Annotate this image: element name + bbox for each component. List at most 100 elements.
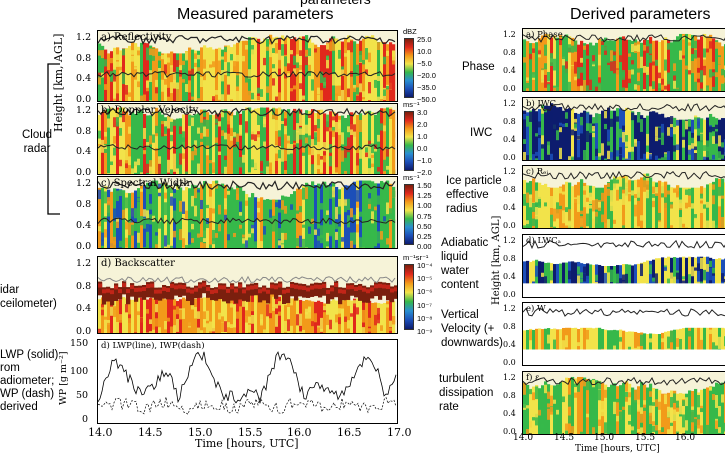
lwp-ylabel: WP [g m⁻²] [58,351,69,405]
derived-panel-title-2: b) IWC [526,99,556,109]
colorbar-tick-3-2: 1.00 [417,201,432,210]
derived-ytick-3-0: 0.0 [503,221,516,230]
lwp-ytick-0: 0 [82,414,88,425]
colorbar-tick-4-1: 10⁻⁵ [417,274,432,283]
measured-panel-title-1: a) Reflectivity [101,32,171,43]
lwp-panel: d) LWP(line), IWP(dash) [97,339,398,424]
measured-ytick-1-3: 1.2 [76,32,91,43]
measured-xtick-0: 14.0 [88,426,113,439]
lwp-label-3: adiometer; [0,375,58,388]
colorbar-unit-1: dBZ [403,27,417,36]
measured-ytick-4-1: 0.4 [76,303,91,314]
colorbar-tick-4-2: 10⁻⁶ [417,287,432,296]
measured-ytick-2-3: 1.2 [76,105,91,116]
turbulent-label-3: rate [439,400,493,414]
measured-ytick-1-0: 0.0 [76,94,91,105]
measured-title: Measured parameters [177,6,334,24]
colorbar-tick-1-0: 25.0 [417,35,432,44]
measured-ytick-3-3: 1.2 [76,178,91,189]
lwp-series [98,340,397,423]
derived-panel-title-3: c) Rₑᵢ [526,167,548,177]
measured-ytick-4-0: 0.0 [76,326,91,337]
measured-ytick-2-2: 0.8 [76,126,91,137]
derived-panel-field-6 [523,372,725,434]
derived-ytick-2-0: 0.0 [503,153,516,162]
derived-title: Derived parameters [570,6,711,24]
derived-panel-5: e) W [522,302,725,366]
measured-xtick-5: 16.5 [337,426,362,439]
derived-ytick-4-3: 1.2 [503,236,516,245]
lidar-label-2: ceilometer) [0,297,57,311]
derived-ytick-5-1: 0.4 [503,340,516,349]
measured-ytick-4-3: 1.2 [76,258,91,269]
derived-ytick-1-1: 0.4 [503,66,516,75]
colorbar-tick-2-2: 1.0 [417,132,427,141]
colorbar-tick-3-4: 0.50 [417,222,432,231]
derived-panel-title-1: a) Phase [526,30,563,40]
colorbar-tick-3-1: 1.25 [417,191,432,200]
iwp-line [98,397,396,414]
adiabatic-label-4: content [441,278,488,292]
measured-ytick-1-2: 0.8 [76,53,91,64]
turbulent-label: turbulent dissipation rate [439,372,493,414]
adiabatic-label: Adiabatic liquid water content [441,236,488,292]
colorbar-tick-3-3: 0.75 [417,212,432,221]
colorbar-tick-3-6: 0.00 [417,242,432,251]
derived-panel-3: c) Rₑᵢ [522,165,725,229]
derived-ytick-4-0: 0.0 [503,290,516,299]
turbulent-label-1: turbulent [439,372,493,386]
ice-radius-label: Ice particle effective radius [446,174,502,216]
derived-panel-field-3 [523,166,725,228]
colorbar-tick-2-3: 0.0 [417,144,427,153]
derived-panel-4: d) LWCₐ [522,234,725,298]
measured-panel-2: b) Doppler Velocity [97,103,398,175]
measured-ylabel: Height [km, AGL] [52,34,65,132]
vertical-velocity-label: Vertical Velocity (+ downwards) [441,308,503,350]
measured-xtick-1: 14.5 [138,426,163,439]
derived-ytick-4-2: 0.8 [503,254,516,263]
measured-ytick-2-0: 0.0 [76,167,91,178]
adiabatic-label-1: Adiabatic [441,236,488,250]
derived-xtick-2: 15.0 [594,433,614,443]
derived-xtick-3: 15.5 [635,433,655,443]
lwp-label-4: WP (dash) [0,388,58,401]
lwp-label-5: derived [0,401,58,414]
measured-xlabel: Time [hours, UTC] [195,437,299,450]
lwp-label: LWP (solid) rom adiometer; WP (dash) der… [0,349,58,414]
colorbar-tick-2-0: 3.0 [417,108,427,117]
derived-ytick-2-2: 0.8 [503,117,516,126]
lwp-ytick-2: 100 [70,366,88,377]
derived-ytick-1-3: 1.2 [503,30,516,39]
colorbar-tick-3-5: 0.25 [417,232,432,241]
phase-label: Phase [462,60,495,74]
colorbar-tick-2-4: −1.0 [417,156,432,165]
measured-ytick-2-1: 0.4 [76,146,91,157]
turbulent-label-2: dissipation [439,386,493,400]
adiabatic-label-3: water [441,264,488,278]
colorbar-tick-4-5: 10⁻⁹ [417,327,433,336]
colorbar-tick-1-1: 10.0 [417,47,432,56]
measured-panel-1: a) Reflectivity [97,30,398,102]
derived-xtick-1: 14.5 [554,433,574,443]
derived-xtick-4: 16.0 [675,433,695,443]
vertical-label-2: Velocity (+ [441,322,503,336]
derived-panel-title-4: d) LWCₐ [526,236,561,246]
measured-ytick-1-1: 0.4 [76,73,91,84]
measured-ytick-3-1: 0.4 [76,220,91,231]
lwp-ytick-3: 150 [70,338,88,349]
adiabatic-label-2: liquid [441,250,488,264]
measured-panel-title-3: c) Spectral Width [101,178,190,189]
colorbar-tick-1-3: −20.0 [417,71,436,80]
derived-ytick-6-3: 1.2 [503,373,516,382]
lwp-ytick-1: 50 [76,390,88,401]
colorbar-tick-2-1: 2.0 [417,120,427,129]
colorbar-1 [404,38,414,98]
colorbar-tick-4-3: 10⁻⁷ [417,301,432,310]
derived-ytick-1-0: 0.0 [503,84,516,93]
lwp-label-2: rom [0,362,58,375]
ice-radius-label-1: Ice particle [446,174,502,188]
measured-panel-title-2: b) Doppler Velocity [101,105,198,116]
measured-panel-title-4: d) Backscatter [101,258,175,269]
derived-ytick-3-3: 1.2 [503,167,516,176]
derived-ytick-5-3: 1.2 [503,304,516,313]
